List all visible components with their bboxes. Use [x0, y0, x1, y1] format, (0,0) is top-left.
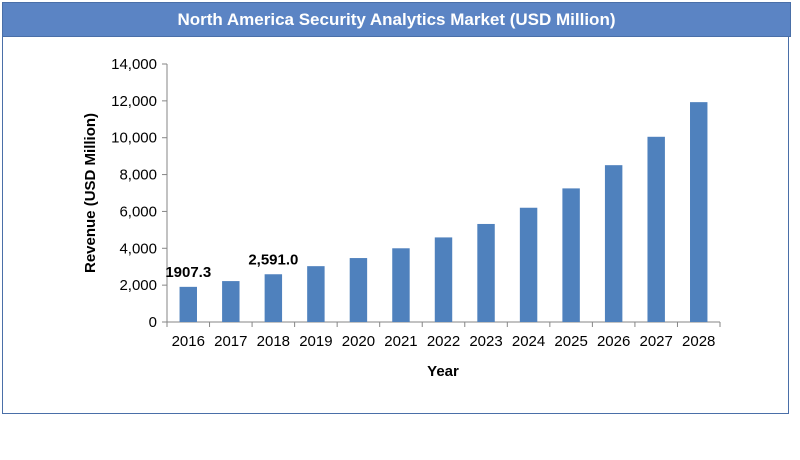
- y-axis: 0 2,000 4,000 6,000 8,000 10,000 12,000 14,000: [111, 56, 168, 331]
- y-tick-label: 14,000: [111, 56, 157, 73]
- x-tick-label: 2024: [512, 333, 545, 350]
- y-tick-label: 4,000: [119, 240, 157, 257]
- x-tick-label: 2026: [597, 333, 630, 350]
- bar: [604, 165, 623, 322]
- x-tick-label: 2017: [214, 333, 247, 350]
- x-tick-label: 2021: [384, 333, 417, 350]
- x-tick-label: 2016: [172, 333, 205, 350]
- bar: [307, 266, 325, 322]
- bar: [434, 237, 453, 322]
- chart-frame: [2, 36, 789, 414]
- x-tick-label: 2025: [554, 333, 587, 350]
- bar: [222, 281, 240, 322]
- bar: [392, 248, 410, 322]
- bar: [690, 102, 708, 322]
- data-label: 1907.3: [165, 264, 211, 281]
- bar: [179, 286, 197, 322]
- y-tick-label: 2,000: [119, 277, 157, 294]
- bar: [519, 207, 538, 322]
- x-tick-label: 2023: [469, 333, 502, 350]
- x-axis: 2016 2017 2018 2019 2020 2021 2022 2023 2024 2025…: [166, 321, 721, 350]
- bars: [179, 102, 708, 322]
- bar: [647, 136, 665, 322]
- chart-title: North America Security Analytics Market …: [177, 9, 616, 29]
- x-tick-label: 2027: [640, 333, 673, 350]
- y-axis-label: Revenue (USD Million): [82, 113, 99, 273]
- x-tick-label: 2028: [682, 333, 715, 350]
- bar: [264, 274, 283, 322]
- bar: [562, 188, 580, 322]
- data-labels: 1907.3 2,591.0: [165, 251, 298, 281]
- x-tick-label: 2018: [257, 333, 290, 350]
- x-axis-label: Year: [427, 363, 459, 380]
- x-tick-label: 2022: [427, 333, 460, 350]
- x-tick-label: 2020: [342, 333, 375, 350]
- y-tick-label: 10,000: [111, 130, 157, 147]
- y-tick-label: 8,000: [119, 167, 157, 184]
- bar: [477, 223, 495, 322]
- bar: [349, 258, 368, 322]
- y-tick-label: 12,000: [111, 93, 157, 110]
- y-tick-label: 6,000: [119, 203, 157, 220]
- title-banner: North America Security Analytics Market …: [2, 2, 791, 37]
- data-label: 2,591.0: [248, 251, 298, 268]
- y-tick-label: 0: [149, 314, 157, 331]
- x-tick-label: 2019: [299, 333, 332, 350]
